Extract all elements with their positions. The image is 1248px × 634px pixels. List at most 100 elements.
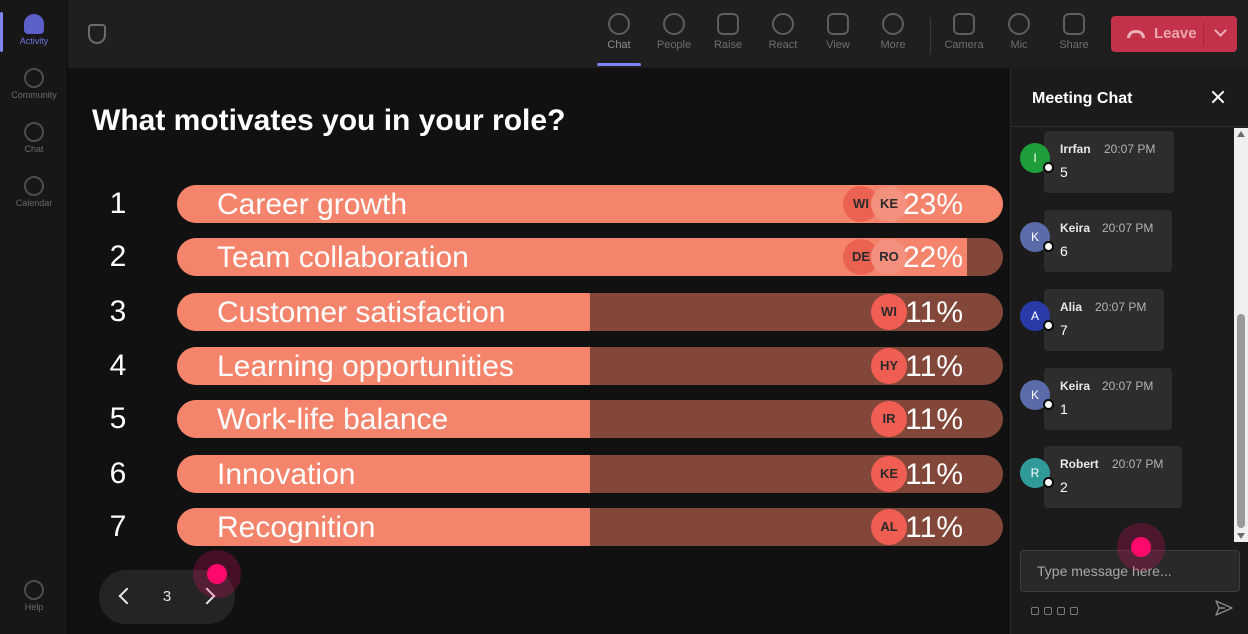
sender-name: Irrfan: [1060, 142, 1091, 156]
chat-scrollbar[interactable]: [1234, 128, 1248, 542]
message-bubble[interactable]: Keira 20:07 PM 6: [1044, 210, 1172, 272]
option-number: 2: [109, 240, 127, 273]
avatar: KE: [871, 456, 907, 492]
rail-item-activity[interactable]: Activity: [0, 6, 68, 60]
voter-avatars: DE RO: [843, 239, 907, 275]
page-number: 3: [162, 588, 172, 605]
sender-name: Robert: [1060, 457, 1099, 471]
voter-avatars: WI KE: [843, 186, 907, 222]
toolbar-label: People: [656, 39, 692, 51]
mic-button[interactable]: Mic: [993, 10, 1045, 62]
option-bar: Innovation KE 11%: [177, 455, 1003, 493]
poll-option-row: 6 Innovation KE 11%: [68, 455, 1010, 493]
option-number: 7: [109, 510, 127, 543]
option-bar: Work-life balance IR 11%: [177, 400, 1003, 438]
presence-status-icon: [1043, 162, 1054, 173]
message-text: 5: [1060, 164, 1068, 180]
help-icon: [24, 580, 44, 600]
rail-item-label: Chat: [24, 144, 44, 154]
avatar: AL: [871, 509, 907, 545]
send-icon[interactable]: [1215, 600, 1233, 616]
option-label: Customer satisfaction: [217, 296, 506, 329]
option-percent: 22%: [902, 241, 963, 274]
poll-stage: What motivates you in your role? 1 Career…: [68, 68, 1010, 634]
toolbar-label: More: [880, 39, 906, 51]
sender-name: Alia: [1060, 300, 1083, 314]
message-time: 20:07 PM: [1104, 142, 1156, 156]
more-button[interactable]: More: [867, 10, 919, 62]
attach-icon[interactable]: [1044, 606, 1052, 615]
chat-icon: [24, 122, 44, 142]
format-icon[interactable]: [1031, 606, 1039, 615]
chevron-left-icon[interactable]: [118, 587, 136, 605]
react-button[interactable]: React: [757, 10, 809, 62]
message-text: 1: [1060, 401, 1068, 417]
voter-avatars: HY: [871, 348, 907, 384]
rail-item-calendar[interactable]: Calendar: [0, 168, 68, 222]
raise-hand-button[interactable]: Raise: [702, 10, 754, 62]
message-bubble[interactable]: Alia 20:07 PM 7: [1044, 289, 1164, 351]
option-number: 6: [109, 457, 127, 490]
community-icon: [24, 68, 44, 88]
presence-status-icon: [1043, 320, 1054, 331]
chat-message: Irrfan 20:07 PM 5 I: [1011, 131, 1231, 195]
phone-hangup-icon: [1127, 30, 1145, 38]
chat-button[interactable]: Chat: [593, 10, 645, 66]
option-bar-fill: [177, 400, 590, 438]
people-icon: [663, 13, 685, 35]
leave-button[interactable]: Leave: [1111, 16, 1237, 52]
chevron-right-icon[interactable]: [198, 587, 216, 605]
camera-off-icon: [953, 13, 975, 35]
message-time: 20:07 PM: [1112, 457, 1164, 471]
shield-icon: [88, 24, 106, 44]
scroll-thumb[interactable]: [1237, 314, 1245, 528]
leave-split: [1203, 22, 1204, 46]
close-icon[interactable]: [1209, 88, 1227, 106]
chevron-down-icon[interactable]: [1214, 24, 1227, 37]
message-input[interactable]: [1021, 551, 1239, 591]
rail-item-chat[interactable]: Chat: [0, 114, 68, 168]
scroll-up-icon[interactable]: [1237, 131, 1245, 137]
format-toolbar: [1031, 602, 1083, 615]
avatar: IR: [871, 401, 907, 437]
bell-icon: [24, 14, 44, 34]
rail-item-community[interactable]: Community: [0, 60, 68, 114]
poll-option-row: 4 Learning opportunities HY 11%: [68, 347, 1010, 385]
option-number: 1: [109, 187, 127, 220]
scroll-down-icon[interactable]: [1237, 533, 1245, 539]
message-text: 6: [1060, 243, 1068, 259]
compose-box: [1020, 550, 1240, 592]
toolbar-label: Camera: [944, 39, 984, 51]
camera-button[interactable]: Camera: [938, 10, 990, 62]
avatar: HY: [871, 348, 907, 384]
rail-item-label: Help: [24, 602, 44, 612]
voter-avatars: IR: [871, 401, 907, 437]
poll-question: What motivates you in your role?: [92, 104, 566, 137]
message-bubble[interactable]: Irrfan 20:07 PM 5: [1044, 131, 1174, 193]
option-percent: 11%: [905, 350, 963, 383]
people-button[interactable]: People: [648, 10, 700, 62]
toolbar-label: Chat: [607, 39, 631, 51]
share-button[interactable]: Share: [1048, 10, 1100, 62]
gif-icon[interactable]: [1070, 606, 1078, 615]
emoji-icon[interactable]: [1057, 606, 1065, 615]
option-bar: Team collaboration DE RO 22%: [177, 238, 1003, 276]
chat-message: Alia 20:07 PM 7 A: [1011, 289, 1231, 353]
meeting-chat-panel: Meeting Chat Irrfan 20:07 PM 5 I Keira 20:07 …: [1010, 68, 1248, 634]
option-label: Recognition: [217, 511, 376, 544]
toolbar-label: React: [768, 39, 798, 51]
avatar: WI: [871, 294, 907, 330]
option-label: Innovation: [217, 458, 356, 491]
option-percent: 11%: [905, 403, 963, 436]
message-time: 20:07 PM: [1095, 300, 1147, 314]
option-bar: Career growth WI KE 23%: [177, 185, 1003, 223]
message-text: 2: [1060, 479, 1068, 495]
message-bubble[interactable]: Robert 20:07 PM 2: [1044, 446, 1182, 508]
view-button[interactable]: View: [812, 10, 864, 62]
rail-item-help[interactable]: Help: [0, 572, 68, 626]
chat-title: Meeting Chat: [1032, 90, 1133, 107]
toolbar-label: Mic: [1010, 39, 1028, 51]
presence-status-icon: [1043, 477, 1054, 488]
option-percent: 11%: [905, 511, 963, 544]
message-bubble[interactable]: Keira 20:07 PM 1: [1044, 368, 1172, 430]
